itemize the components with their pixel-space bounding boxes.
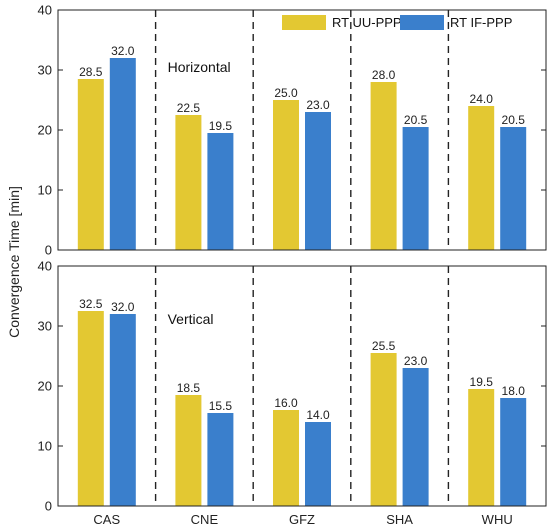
- panel-vertical: 32.5 18.5 16.0 25.5 19.5 32.0 15.5 14.0 23.0 18.0…: [38, 259, 547, 514]
- x-tick-label-cne: CNE: [191, 512, 219, 527]
- data-label: 19.5: [209, 119, 233, 133]
- data-label: 32.5: [79, 297, 103, 311]
- data-label: 25.5: [372, 339, 396, 353]
- y-tick-label: 10: [38, 183, 52, 198]
- bar-uu-ppp-gfz: [273, 100, 299, 250]
- y-axis-label: Convergence Time [min]: [6, 186, 22, 338]
- data-label: 15.5: [209, 399, 233, 413]
- bar-if-ppp-cne: [207, 413, 234, 506]
- bar-uu-ppp-sha: [370, 82, 397, 250]
- panel-title: Vertical: [168, 311, 214, 327]
- panel-horizontal: 28.5 22.5 25.0 28.0 24.0 32.0 19.5 23.0 20.5 20.5…: [38, 3, 547, 258]
- bar-if-ppp-cas: [109, 58, 136, 250]
- bar-if-ppp-sha: [402, 368, 429, 506]
- bar-uu-ppp-sha: [370, 353, 397, 506]
- y-tick-label: 10: [38, 439, 52, 454]
- x-axis-labels: CAS CNE GFZ SHA WHU: [93, 512, 512, 527]
- legend-swatch-uu-ppp: [282, 15, 326, 30]
- bar-uu-ppp-cas: [77, 311, 104, 506]
- y-tick-label: 30: [38, 319, 52, 334]
- legend-label-if-ppp: RT IF-PPP: [450, 15, 512, 30]
- data-label: 23.0: [404, 354, 428, 368]
- bar-if-ppp-gfz: [305, 422, 331, 506]
- data-label: 24.0: [470, 92, 494, 106]
- legend-label-uu-ppp: RT UU-PPP: [332, 15, 402, 30]
- legend: RT UU-PPP RT IF-PPP: [282, 15, 512, 30]
- bar-if-ppp-whu: [500, 398, 527, 506]
- bar-if-ppp-cne: [207, 133, 234, 250]
- data-label: 32.0: [111, 300, 135, 314]
- bar-uu-ppp-whu: [468, 389, 495, 506]
- x-tick-label-whu: WHU: [482, 512, 513, 527]
- data-label: 25.0: [274, 86, 298, 100]
- data-label: 20.5: [502, 113, 526, 127]
- bar-if-ppp-gfz: [305, 112, 331, 250]
- y-tick-label: 0: [45, 499, 52, 514]
- data-label: 28.0: [372, 68, 396, 82]
- bar-uu-ppp-gfz: [273, 410, 299, 506]
- data-label: 18.5: [177, 381, 201, 395]
- y-tick-label: 40: [38, 259, 52, 274]
- data-label: 19.5: [470, 375, 494, 389]
- data-label: 20.5: [404, 113, 428, 127]
- y-tick-label: 20: [38, 123, 52, 138]
- panel-title: Horizontal: [168, 59, 231, 75]
- data-label: 18.0: [502, 384, 526, 398]
- bar-if-ppp-cas: [109, 314, 136, 506]
- chart-panels: 28.5 22.5 25.0 28.0 24.0 32.0 19.5 23.0 20.5 20.5…: [38, 3, 547, 527]
- bar-uu-ppp-cas: [77, 79, 104, 250]
- data-label: 32.0: [111, 44, 135, 58]
- data-label: 28.5: [79, 65, 103, 79]
- data-label: 23.0: [306, 98, 330, 112]
- y-tick-label: 0: [45, 243, 52, 258]
- y-tick-label: 40: [38, 3, 52, 18]
- bar-uu-ppp-cne: [175, 395, 202, 506]
- legend-swatch-if-ppp: [400, 15, 444, 30]
- data-label: 14.0: [306, 408, 330, 422]
- bar-uu-ppp-cne: [175, 115, 202, 250]
- data-label: 22.5: [177, 101, 201, 115]
- bar-uu-ppp-whu: [468, 106, 495, 250]
- x-tick-label-sha: SHA: [386, 512, 413, 527]
- x-tick-label-cas: CAS: [93, 512, 120, 527]
- y-tick-label: 30: [38, 63, 52, 78]
- bar-if-ppp-whu: [500, 127, 527, 250]
- y-tick-label: 20: [38, 379, 52, 394]
- data-label: 16.0: [274, 396, 298, 410]
- x-tick-label-gfz: GFZ: [289, 512, 315, 527]
- bar-if-ppp-sha: [402, 127, 429, 250]
